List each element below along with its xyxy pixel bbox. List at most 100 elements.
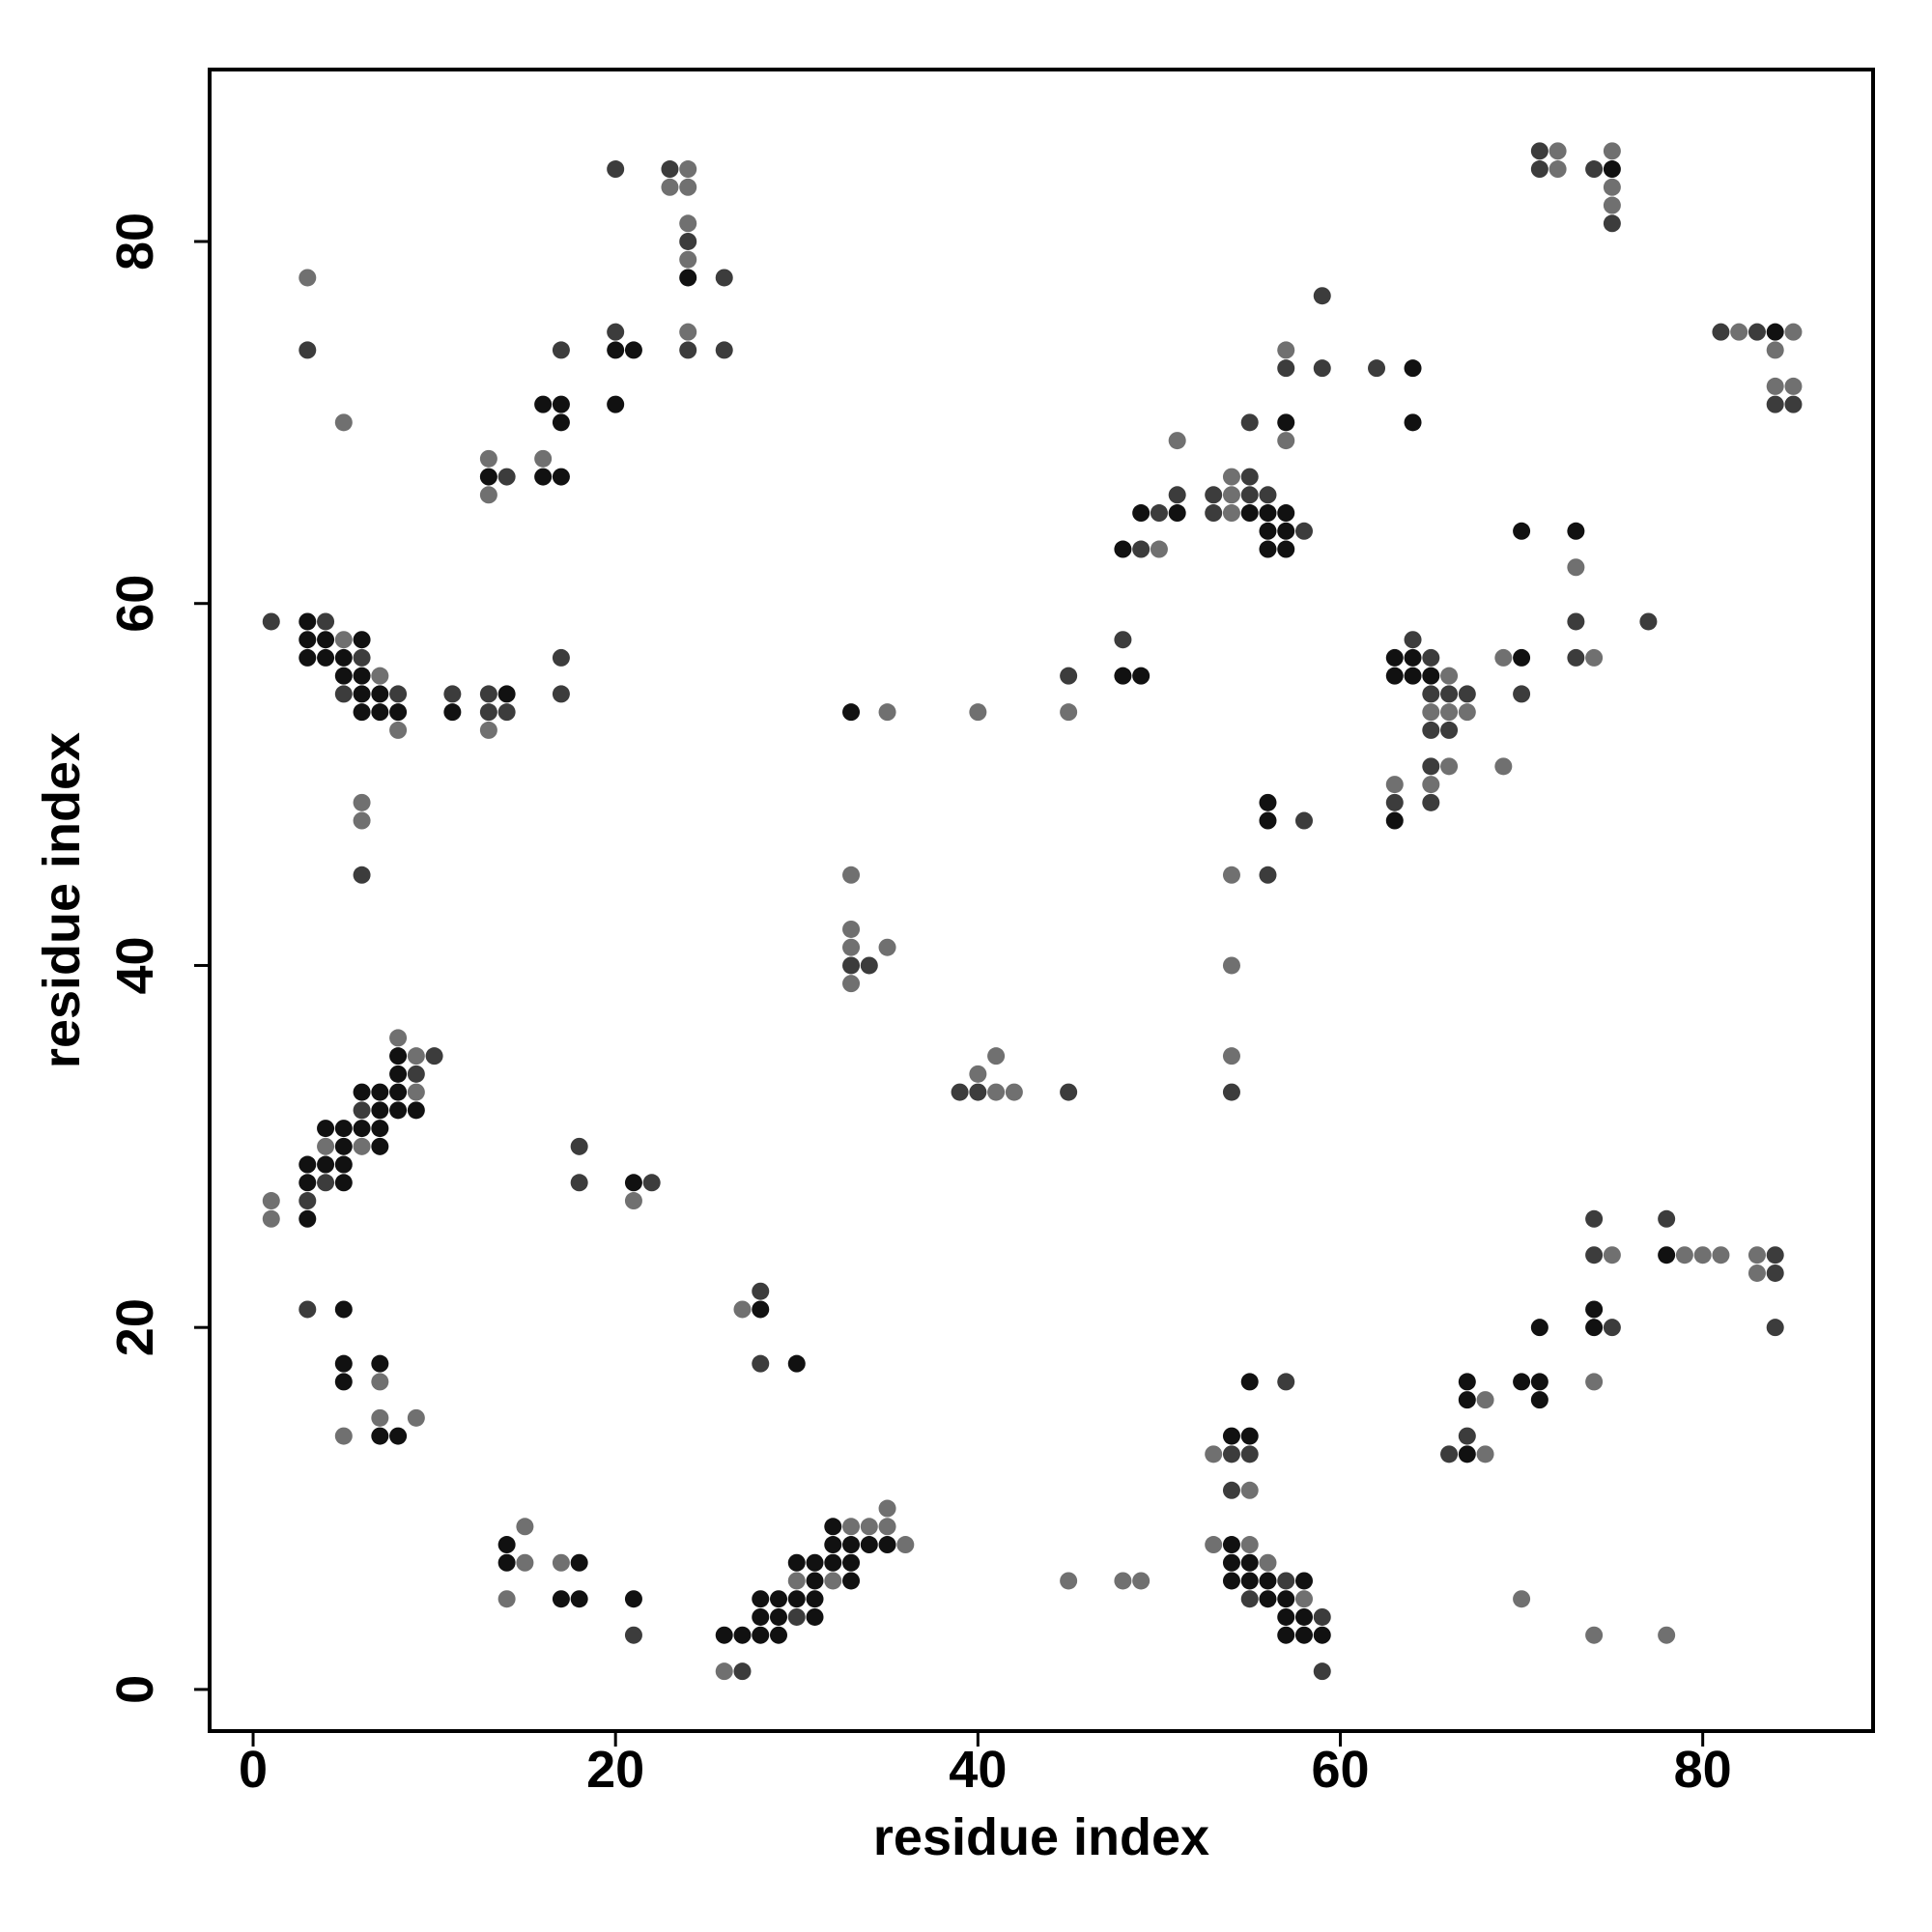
point <box>1005 1083 1023 1101</box>
point <box>860 956 878 975</box>
point <box>516 1553 534 1572</box>
point <box>1132 540 1151 558</box>
point <box>1168 486 1186 504</box>
point <box>1222 504 1240 523</box>
point <box>679 323 697 341</box>
point <box>624 341 642 359</box>
point <box>1585 1319 1604 1337</box>
point <box>1513 522 1531 540</box>
point <box>1277 1373 1295 1391</box>
point <box>842 1518 861 1536</box>
point <box>1476 1445 1494 1463</box>
point <box>353 1137 371 1155</box>
point <box>407 1101 425 1120</box>
point <box>389 1029 408 1047</box>
point <box>1585 1300 1604 1319</box>
point <box>787 1607 806 1626</box>
point <box>353 648 371 667</box>
point <box>371 1101 389 1120</box>
point <box>353 811 371 830</box>
point <box>624 1192 642 1210</box>
point <box>1294 522 1313 540</box>
point <box>1585 1246 1604 1264</box>
point <box>878 1518 896 1536</box>
point <box>353 685 371 703</box>
point <box>479 685 497 703</box>
point <box>1294 1590 1313 1608</box>
point <box>642 1174 661 1192</box>
point <box>1313 1626 1331 1644</box>
point <box>298 269 317 287</box>
point <box>806 1553 824 1572</box>
point <box>570 1553 588 1572</box>
point <box>1603 196 1621 214</box>
point <box>1766 377 1784 395</box>
point <box>1513 1373 1531 1391</box>
point <box>806 1607 824 1626</box>
point <box>298 1209 317 1228</box>
point <box>1240 486 1259 504</box>
point <box>1422 721 1440 739</box>
point <box>824 1553 842 1572</box>
point <box>1603 142 1621 160</box>
point <box>752 1300 770 1319</box>
point <box>334 1120 353 1138</box>
point <box>1060 703 1078 722</box>
point <box>1259 504 1277 523</box>
point <box>1132 504 1151 523</box>
point <box>262 1209 280 1228</box>
point <box>824 1518 842 1536</box>
point <box>842 703 861 722</box>
point <box>570 1174 588 1192</box>
point <box>1259 1572 1277 1590</box>
point <box>1513 1590 1531 1608</box>
point <box>1150 540 1168 558</box>
point <box>1240 1481 1259 1499</box>
point <box>371 667 389 685</box>
point <box>624 1626 642 1644</box>
point <box>624 1590 642 1608</box>
point <box>842 1572 861 1590</box>
point <box>1440 757 1459 776</box>
point <box>497 1590 516 1608</box>
point <box>371 685 389 703</box>
point <box>371 703 389 722</box>
point <box>407 1065 425 1083</box>
point <box>552 395 570 413</box>
point <box>969 1065 987 1083</box>
point <box>1766 1319 1784 1337</box>
point <box>1458 1427 1476 1445</box>
point <box>860 1518 878 1536</box>
point <box>752 1590 770 1608</box>
point <box>1205 1445 1223 1463</box>
point <box>679 232 697 250</box>
point <box>1440 1445 1459 1463</box>
point <box>479 486 497 504</box>
point <box>1277 1590 1295 1608</box>
point <box>353 793 371 811</box>
x-tick-label: 40 <box>949 1741 1007 1799</box>
point <box>334 1373 353 1391</box>
point <box>1240 1373 1259 1391</box>
point <box>353 667 371 685</box>
point <box>969 1083 987 1101</box>
point <box>443 703 462 722</box>
point <box>896 1536 915 1554</box>
point <box>317 1174 335 1192</box>
point <box>371 1408 389 1427</box>
point <box>1458 1445 1476 1463</box>
point <box>1747 323 1766 341</box>
point <box>1747 1264 1766 1282</box>
point <box>1404 667 1422 685</box>
point <box>878 703 896 722</box>
point <box>298 648 317 667</box>
point <box>1222 1047 1240 1065</box>
point <box>1422 793 1440 811</box>
point <box>860 1536 878 1554</box>
point <box>1494 648 1513 667</box>
point <box>1277 359 1295 378</box>
point <box>371 1427 389 1445</box>
point <box>1222 1083 1240 1101</box>
point <box>1585 1626 1604 1644</box>
